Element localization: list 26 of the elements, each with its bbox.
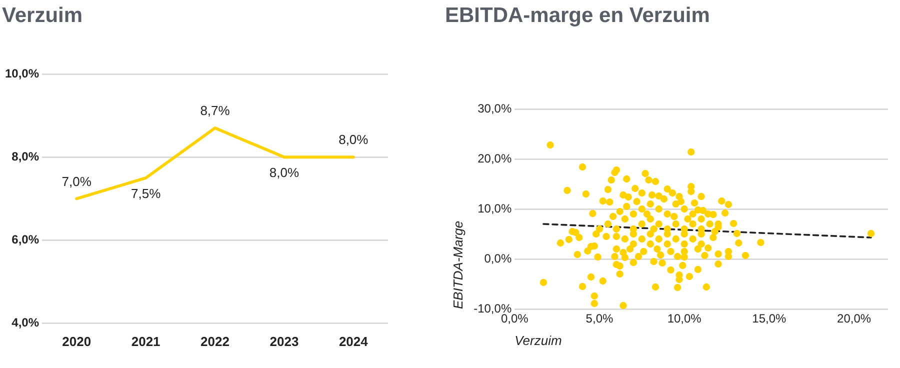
x-tick-label: 2022 — [200, 334, 230, 349]
y-tick-label: 30,0% — [478, 101, 512, 116]
y-tick-label: 4,0% — [12, 316, 40, 330]
x-axis-title: Verzuim — [514, 332, 562, 348]
x-tick-label: 10,0% — [667, 312, 702, 326]
x-tick-label: 2020 — [62, 334, 92, 349]
data-label: 8,7% — [200, 103, 230, 118]
data-label: 7,0% — [62, 174, 92, 189]
x-tick-label: 15,0% — [752, 312, 787, 326]
y-tick-label: 6,0% — [12, 232, 40, 247]
y-axis-title: EBITDA-Marge — [450, 220, 466, 309]
x-tick-label: 20,0% — [837, 312, 872, 326]
x-tick-label: 2024 — [338, 334, 369, 349]
data-label: 8,0% — [269, 165, 300, 180]
x-tick-label: 2023 — [270, 334, 299, 349]
data-label: 8,0% — [338, 132, 369, 148]
y-tick-label: 20,0% — [478, 151, 512, 166]
chart-title: EBITDA-marge en Verzuim — [445, 4, 710, 28]
y-tick-label: 10,0% — [4, 66, 40, 80]
data-label: 7,5% — [130, 186, 162, 201]
y-tick-label: 10,0% — [478, 201, 512, 216]
y-tick-label: 0,0% — [484, 251, 512, 266]
x-tick-label: 5,0% — [586, 312, 614, 326]
y-tick-label: 8,0% — [12, 149, 40, 164]
chart-title: Verzuim — [2, 4, 83, 28]
x-tick-label: 2021 — [131, 334, 160, 349]
